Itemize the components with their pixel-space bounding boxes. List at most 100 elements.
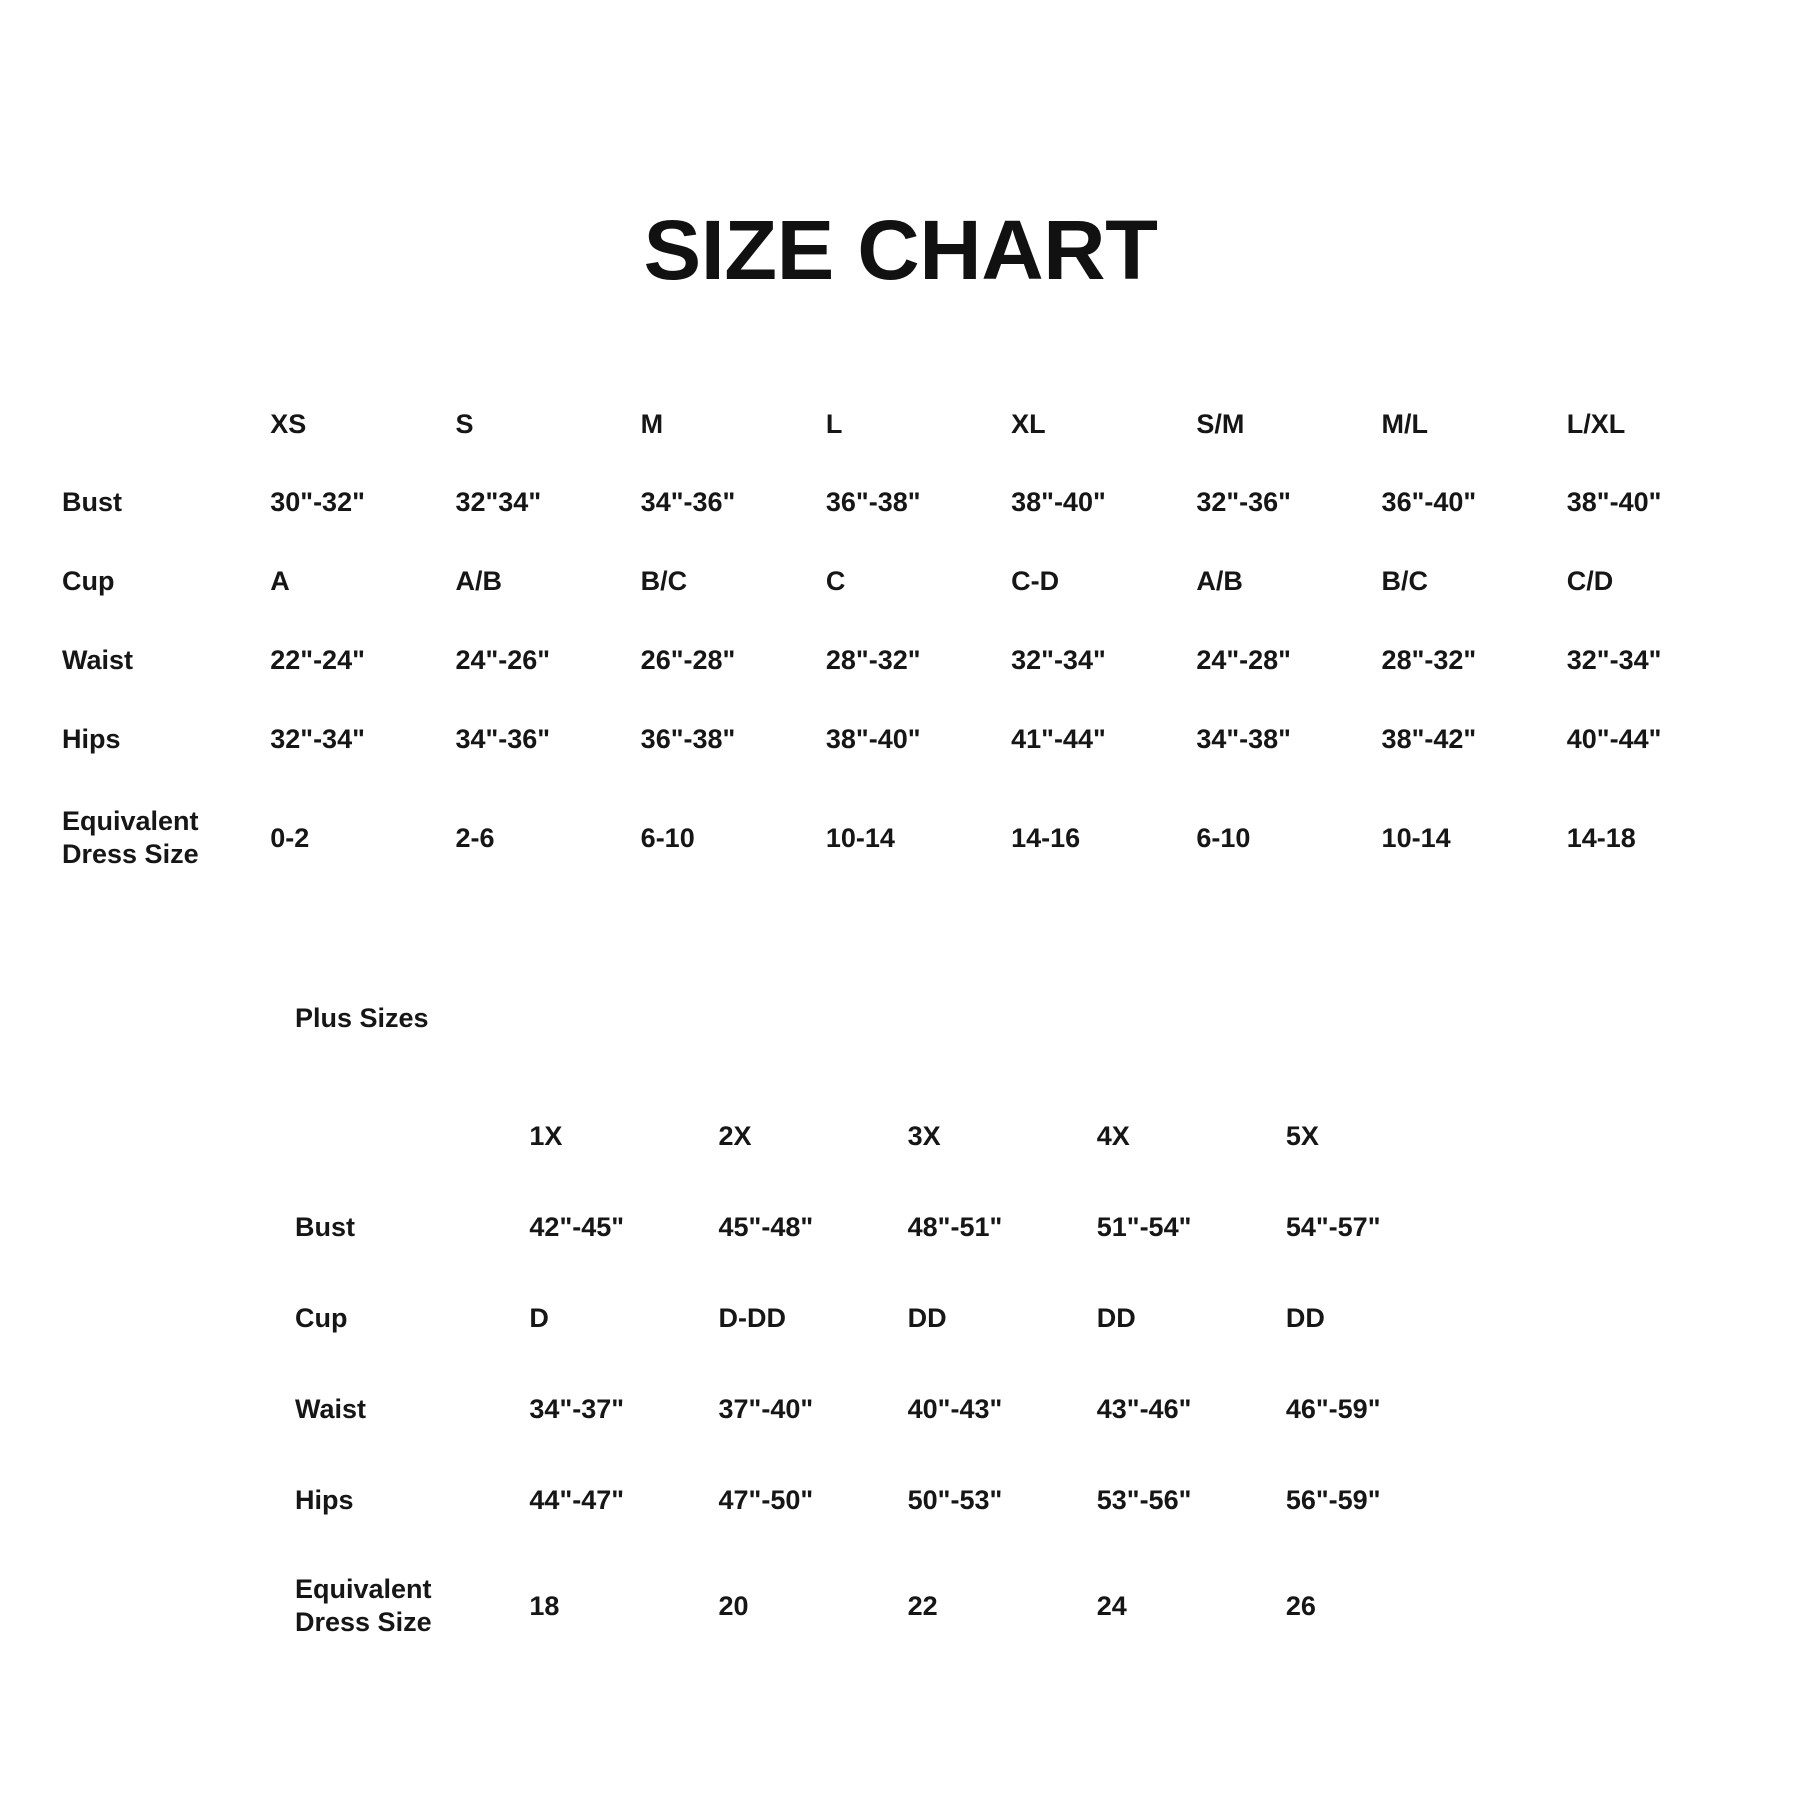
plus-cell-bust-5x: 54"-57" <box>1285 1212 1381 1243</box>
table-row: Cup D D-DD DD DD DD <box>295 1273 1475 1364</box>
standard-cell-waist-sm: 24"-28" <box>1196 645 1291 676</box>
standard-cell-cup-lxl: C/D <box>1566 566 1614 597</box>
standard-cell-dress-xs: 0-2 <box>270 822 310 853</box>
table-row: Equivalent Dress Size 0-2 2-6 6-10 10-14… <box>62 779 1752 897</box>
standard-cell-dress-m: 6-10 <box>640 822 695 853</box>
page-title: SIZE CHART <box>643 203 1157 298</box>
standard-cell-dress-xl: 14-16 <box>1011 822 1081 853</box>
plus-cell-dress-3x: 22 <box>907 1590 938 1621</box>
plus-row-label-cup: Cup <box>295 1303 348 1334</box>
standard-cell-bust-s: 32"34" <box>455 487 542 518</box>
plus-row-label-waist: Waist <box>295 1394 367 1425</box>
plus-row-label-dress-size-line1: Equivalent <box>295 1574 432 1605</box>
plus-cell-dress-4x: 24 <box>1096 1590 1127 1621</box>
plus-col-header-3x: 3X <box>907 1120 941 1151</box>
standard-cell-dress-sm: 6-10 <box>1196 822 1251 853</box>
standard-cell-hips-sm: 34"-38" <box>1196 724 1291 755</box>
plus-cell-hips-2x: 47"-50" <box>718 1485 814 1516</box>
standard-row-label-waist: Waist <box>62 645 134 676</box>
standard-cell-bust-ml: 36"-40" <box>1381 487 1477 518</box>
plus-cell-dress-1x: 18 <box>529 1590 560 1621</box>
standard-cell-waist-lxl: 32"-34" <box>1566 645 1662 676</box>
standard-cell-cup-l: C <box>825 566 846 597</box>
plus-col-header-2x: 2X <box>718 1120 752 1151</box>
plus-corner-cell <box>295 1090 529 1182</box>
table-row: Hips 32"-34" 34"-36" 36"-38" 38"-40" 41"… <box>62 700 1752 779</box>
standard-cell-bust-m: 34"-36" <box>640 487 736 518</box>
standard-cell-cup-ml: B/C <box>1381 566 1429 597</box>
plus-cell-waist-3x: 40"-43" <box>907 1394 1003 1425</box>
plus-cell-cup-2x: D-DD <box>718 1303 787 1334</box>
plus-row-label-hips: Hips <box>295 1485 354 1516</box>
standard-cell-hips-xl: 41"-44" <box>1011 724 1106 755</box>
standard-cell-dress-s: 2-6 <box>455 822 495 853</box>
standard-col-header-s: S <box>455 408 474 439</box>
plus-cell-dress-2x: 20 <box>718 1590 749 1621</box>
table-row: Equivalent Dress Size 18 20 22 24 26 <box>295 1546 1475 1666</box>
plus-col-header-4x: 4X <box>1096 1120 1130 1151</box>
plus-cell-waist-2x: 37"-40" <box>718 1394 814 1425</box>
plus-cell-bust-2x: 45"-48" <box>718 1212 814 1243</box>
plus-cell-waist-5x: 46"-59" <box>1285 1394 1381 1425</box>
plus-cell-cup-4x: DD <box>1096 1303 1136 1334</box>
plus-cell-hips-3x: 50"-53" <box>907 1485 1003 1516</box>
standard-cell-dress-l: 10-14 <box>825 822 895 853</box>
plus-cell-waist-1x: 34"-37" <box>529 1394 625 1425</box>
standard-cell-cup-s: A/B <box>455 566 502 597</box>
plus-cell-bust-4x: 51"-54" <box>1096 1212 1192 1243</box>
plus-table-body: Bust 42"-45" 45"-48" 48"-51" 51"-54" 54"… <box>295 1182 1475 1666</box>
standard-row-label-cup: Cup <box>62 566 115 597</box>
standard-cell-cup-xs: A <box>270 566 290 597</box>
standard-cell-bust-xl: 38"-40" <box>1011 487 1106 518</box>
plus-cell-hips-1x: 44"-47" <box>529 1485 625 1516</box>
standard-col-header-xl: XL <box>1011 408 1046 439</box>
standard-col-header-m: M <box>640 408 664 439</box>
plus-sizes-heading: Plus Sizes <box>295 1003 429 1033</box>
standard-cell-waist-l: 28"-32" <box>825 645 921 676</box>
plus-cell-bust-3x: 48"-51" <box>907 1212 1003 1243</box>
standard-cell-hips-l: 38"-40" <box>825 724 921 755</box>
plus-row-label-dress-size: Equivalent Dress Size <box>295 1546 529 1666</box>
plus-cell-cup-1x: D <box>529 1303 549 1334</box>
standard-cell-waist-m: 26"-28" <box>640 645 736 676</box>
plus-cell-cup-5x: DD <box>1285 1303 1325 1334</box>
table-row: Bust 30"-32" 32"34" 34"-36" 36"-38" 38"-… <box>62 463 1752 542</box>
standard-table-body: Bust 30"-32" 32"34" 34"-36" 36"-38" 38"-… <box>62 463 1752 897</box>
table-row: Waist 22"-24" 24"-26" 26"-28" 28"-32" 32… <box>62 621 1752 700</box>
standard-cell-hips-xs: 32"-34" <box>270 724 365 755</box>
table-row: Waist 34"-37" 37"-40" 40"-43" 43"-46" 46… <box>295 1364 1475 1455</box>
standard-cell-hips-ml: 38"-42" <box>1381 724 1477 755</box>
standard-cell-hips-m: 36"-38" <box>640 724 736 755</box>
plus-row-label-bust: Bust <box>295 1212 355 1243</box>
table-row: Bust 42"-45" 45"-48" 48"-51" 51"-54" 54"… <box>295 1182 1475 1273</box>
plus-cell-hips-5x: 56"-59" <box>1285 1485 1381 1516</box>
standard-row-label-dress-size-line1: Equivalent <box>62 806 199 837</box>
standard-cell-waist-xs: 22"-24" <box>270 645 365 676</box>
standard-col-header-sm: S/M <box>1196 408 1245 439</box>
plus-cell-waist-4x: 43"-46" <box>1096 1394 1192 1425</box>
standard-cell-hips-lxl: 40"-44" <box>1566 724 1662 755</box>
plus-col-header-1x: 1X <box>529 1120 563 1151</box>
standard-cell-hips-s: 34"-36" <box>455 724 551 755</box>
standard-cell-waist-s: 24"-26" <box>455 645 551 676</box>
standard-row-label-dress-size-line2: Dress Size <box>62 839 199 869</box>
page-title-wrap: SIZE CHART <box>0 152 1800 349</box>
standard-cell-bust-l: 36"-38" <box>825 487 921 518</box>
standard-size-table: XS S M L XL S/M M/L L/XL Bust 30"-32" 32… <box>62 385 1752 897</box>
standard-col-header-l: L <box>825 408 843 439</box>
standard-row-label-dress-size: Equivalent Dress Size <box>62 779 270 897</box>
standard-cell-cup-xl: C-D <box>1011 566 1060 597</box>
standard-table-head: XS S M L XL S/M M/L L/XL <box>62 385 1752 463</box>
plus-header-row: 1X 2X 3X 4X 5X <box>295 1090 1475 1182</box>
plus-row-label-dress-size-line2: Dress Size <box>295 1607 432 1637</box>
table-row: Hips 44"-47" 47"-50" 50"-53" 53"-56" 56"… <box>295 1455 1475 1546</box>
standard-cell-dress-lxl: 14-18 <box>1566 822 1636 853</box>
standard-row-label-hips: Hips <box>62 724 121 755</box>
standard-cell-waist-xl: 32"-34" <box>1011 645 1106 676</box>
standard-cell-bust-sm: 32"-36" <box>1196 487 1291 518</box>
standard-cell-bust-lxl: 38"-40" <box>1566 487 1662 518</box>
standard-cell-cup-sm: A/B <box>1196 566 1243 597</box>
standard-header-row: XS S M L XL S/M M/L L/XL <box>62 385 1752 463</box>
plus-cell-bust-1x: 42"-45" <box>529 1212 625 1243</box>
